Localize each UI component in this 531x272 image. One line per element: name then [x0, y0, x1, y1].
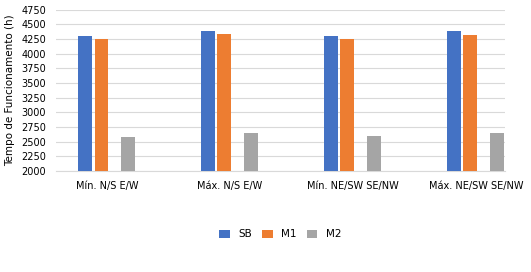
- Bar: [78, 36, 92, 272]
- Bar: [95, 39, 108, 272]
- Bar: [217, 34, 232, 272]
- Bar: [324, 36, 338, 272]
- Bar: [340, 39, 354, 272]
- Y-axis label: Tempo de Funcionamento (h): Tempo de Funcionamento (h): [5, 14, 15, 166]
- Bar: [201, 31, 215, 272]
- Bar: [367, 137, 381, 272]
- Bar: [490, 133, 503, 272]
- Legend: SB, M1, M2: SB, M1, M2: [215, 225, 345, 243]
- Bar: [244, 133, 258, 272]
- Bar: [463, 35, 477, 272]
- Bar: [447, 31, 460, 272]
- Bar: [121, 137, 135, 272]
